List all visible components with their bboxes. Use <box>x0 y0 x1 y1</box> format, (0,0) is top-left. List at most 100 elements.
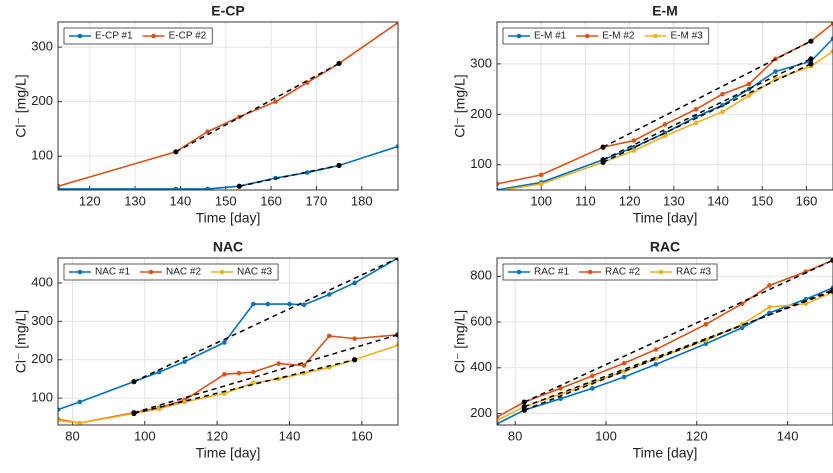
data-point <box>703 322 709 327</box>
x-tick-label: 100 <box>595 428 617 443</box>
x-tick-label: 140 <box>279 428 301 443</box>
y-tick-label: 200 <box>31 351 53 366</box>
y-tick-label: 100 <box>31 390 53 405</box>
data-point <box>352 280 357 286</box>
legend-label: NAC #1 <box>95 267 130 278</box>
chart-title: E-CP <box>211 3 244 19</box>
legend-marker <box>587 269 593 275</box>
data-point <box>720 109 725 115</box>
data-point <box>803 301 809 307</box>
legend-label: E-M #3 <box>670 31 703 42</box>
fit-point <box>808 61 814 67</box>
legend-label: E-M #2 <box>602 31 635 42</box>
legend-marker <box>148 269 154 275</box>
y-tick-label: 200 <box>31 93 53 108</box>
data-point <box>58 183 61 189</box>
fit-point <box>830 258 833 263</box>
x-tick-label: 130 <box>663 193 685 208</box>
data-point <box>767 283 772 288</box>
y-tick-label: 800 <box>470 268 492 283</box>
x-tick-label: 120 <box>79 193 101 208</box>
data-point <box>830 22 833 26</box>
legend: NAC #1 NAC #2 NAC #3 <box>63 263 279 281</box>
data-point <box>251 301 256 307</box>
y-tick-label: 300 <box>31 39 53 54</box>
legend-marker <box>219 269 225 275</box>
y-tick-label: 200 <box>470 106 492 121</box>
data-point <box>77 420 83 425</box>
fit-point <box>521 404 527 410</box>
subplot: 100 110 120 130 140 150 160 100 200 300 E-M Time [d… <box>452 3 833 226</box>
fit-point <box>351 357 358 363</box>
legend-marker <box>77 269 83 275</box>
fit-point <box>131 379 137 385</box>
legend-box <box>502 27 710 45</box>
x-tick-label: 110 <box>575 193 596 208</box>
x-tick-label: 160 <box>796 193 818 208</box>
y-tick-label: 300 <box>31 313 53 328</box>
legend-label: E-M #1 <box>534 31 567 42</box>
data-point <box>182 359 187 364</box>
fit-point <box>600 144 606 150</box>
fit-line <box>175 62 340 153</box>
legend: E-M #1 E-M #2 E-M #3 <box>502 27 710 45</box>
data-line <box>58 22 398 187</box>
fit-point <box>236 183 242 189</box>
plot-area <box>497 22 833 190</box>
legend-box <box>63 263 279 281</box>
data-point <box>58 418 61 423</box>
legend-marker <box>516 33 522 39</box>
data-point <box>631 138 637 143</box>
data-point <box>77 399 83 405</box>
data-point <box>222 340 227 345</box>
x-tick-label: 100 <box>530 193 552 208</box>
data-point <box>693 120 699 126</box>
data-point <box>746 93 752 98</box>
fit-point <box>521 399 527 405</box>
data-line <box>497 291 833 422</box>
x-tick-label: 120 <box>206 428 228 443</box>
x-axis-label: Time [day] <box>196 445 261 461</box>
data-point <box>773 69 778 74</box>
data-point <box>205 129 210 134</box>
data-point <box>662 133 668 139</box>
fit-point <box>131 410 137 417</box>
x-tick-label: 160 <box>351 428 373 443</box>
x-tick-label: 100 <box>134 428 156 443</box>
data-line <box>497 259 833 418</box>
x-tick-label: 170 <box>306 193 328 208</box>
data-point <box>631 144 637 150</box>
data-point <box>58 407 61 412</box>
data-line <box>497 22 833 185</box>
legend-marker <box>653 33 658 39</box>
data-point <box>558 396 563 401</box>
data-point <box>558 386 563 391</box>
data-point <box>720 91 725 97</box>
plot-area <box>58 258 398 425</box>
x-tick-label: 160 <box>260 193 282 208</box>
y-tick-label: 400 <box>470 359 492 374</box>
data-point <box>395 22 398 25</box>
legend-marker <box>658 269 664 275</box>
fit-line <box>602 40 812 148</box>
data-point <box>703 341 709 347</box>
data-point <box>590 373 595 379</box>
fit-point <box>336 162 342 169</box>
x-axis-label: Time [day] <box>196 210 261 226</box>
data-point <box>287 301 292 307</box>
y-tick-label: 200 <box>470 405 492 420</box>
y-tick-label: 400 <box>31 274 53 289</box>
plot-area <box>58 22 398 190</box>
fit-point <box>395 258 398 261</box>
data-point <box>305 170 310 175</box>
data-point <box>830 36 833 41</box>
data-point <box>653 362 659 367</box>
data-point <box>767 304 772 310</box>
data-point <box>830 48 833 54</box>
subplot: 80 100 120 140 160 100 200 300 400 NAC Time [day] C… <box>13 239 399 461</box>
fit-line <box>602 58 812 161</box>
data-point <box>301 363 307 368</box>
data-point <box>182 399 187 405</box>
legend-label: E-CP #1 <box>95 31 133 42</box>
